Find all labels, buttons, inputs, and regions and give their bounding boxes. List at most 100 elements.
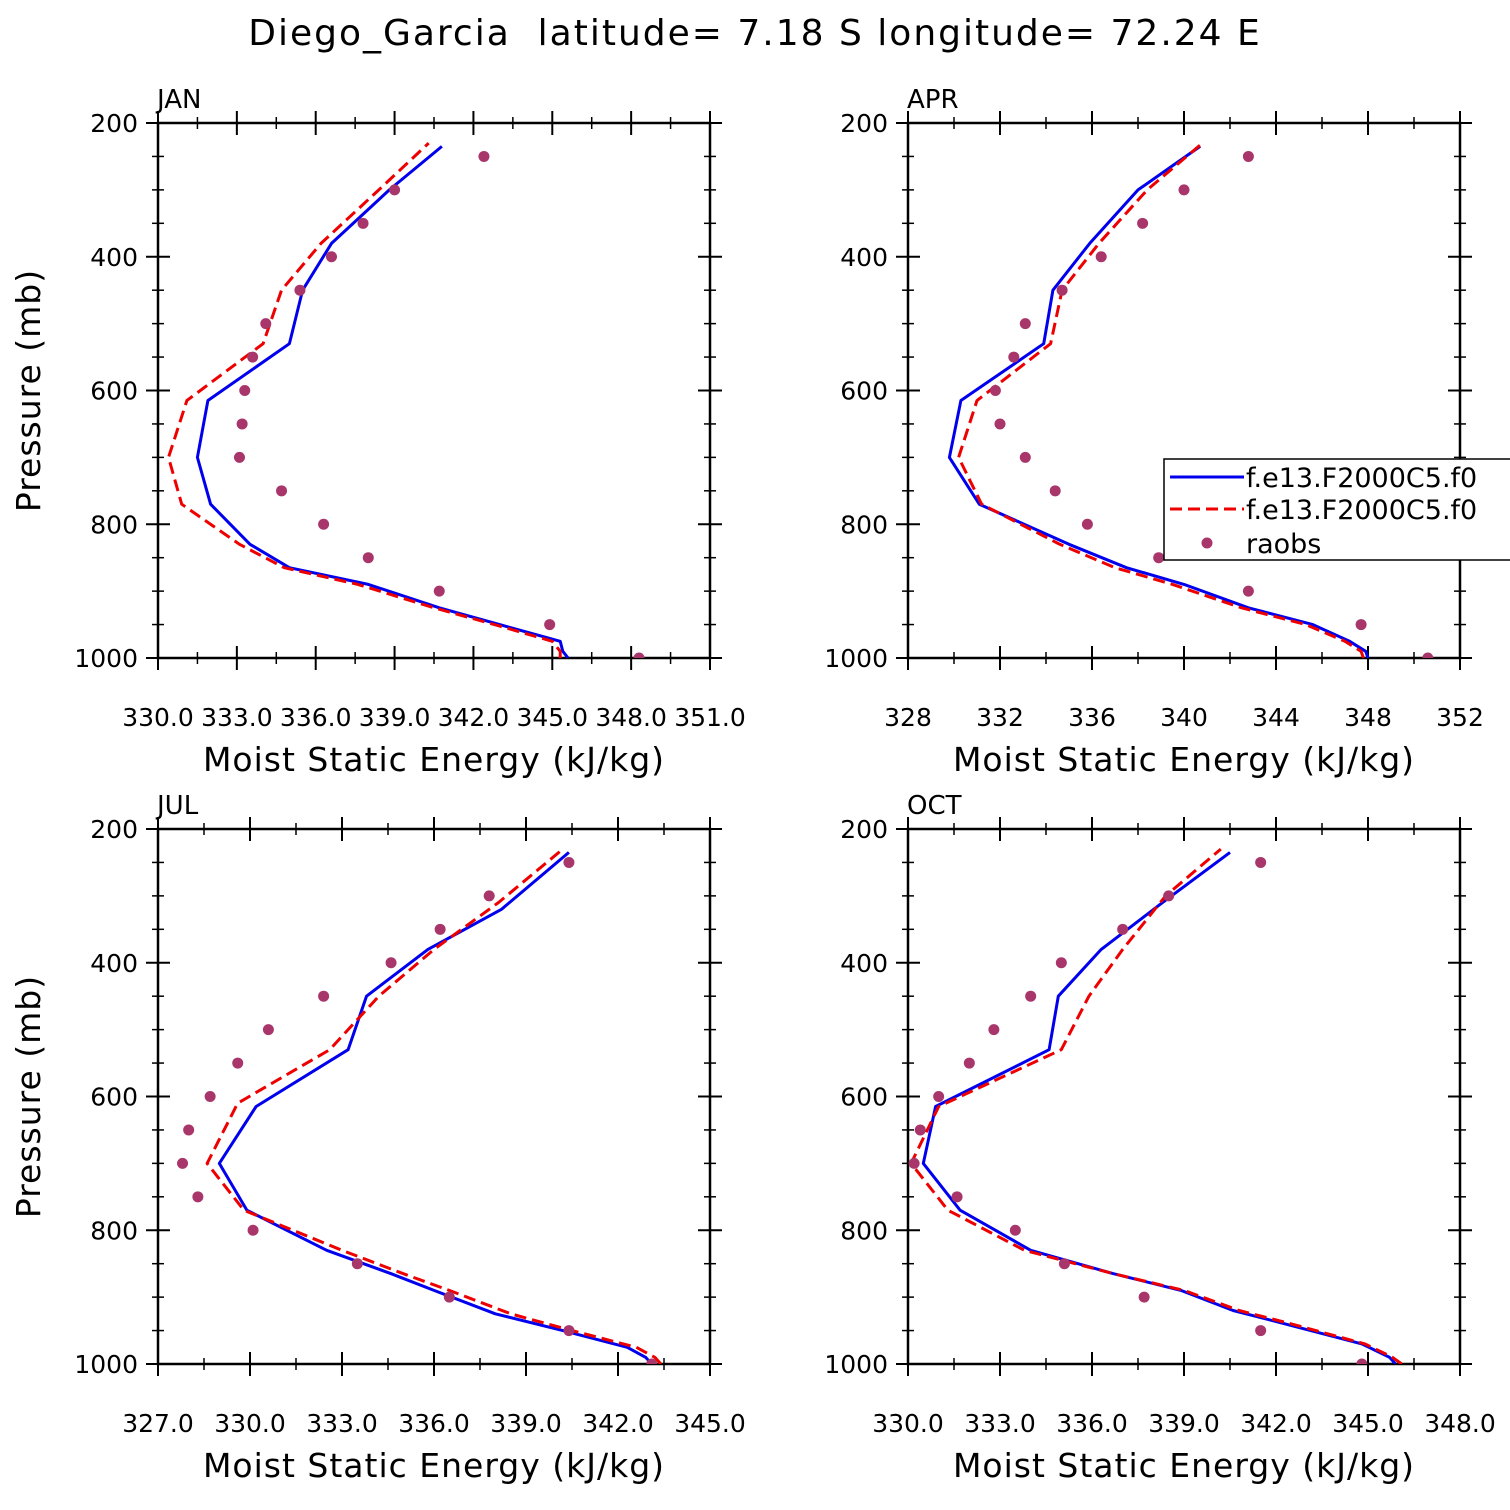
chart-title: Diego_Garcia latitude= 7.18 S longitude=…: [248, 13, 1262, 54]
x-tick-label: 330.0: [122, 703, 194, 732]
model2-line: [957, 141, 1365, 658]
y-tick-label: 1000: [824, 1350, 888, 1379]
raobs-point: [1242, 150, 1254, 162]
raobs-point: [544, 619, 556, 631]
raobs-point: [1058, 1258, 1070, 1270]
y-tick-label: 200: [840, 815, 888, 844]
y-tick-label: 600: [840, 377, 888, 406]
x-tick-label: 330.0: [214, 1409, 286, 1438]
raobs-point: [239, 385, 251, 396]
x-tick-label: 339.0: [1148, 1409, 1220, 1438]
model2-line: [167, 142, 562, 658]
x-tick-label: 351.0: [674, 703, 746, 732]
model1-line: [217, 851, 653, 1364]
raobs-point: [433, 585, 445, 597]
x-axis-label: Moist Static Energy (kJ/kg): [953, 1446, 1415, 1485]
raobs-point: [951, 1191, 963, 1203]
raobs-point: [325, 251, 337, 263]
raobs-point: [362, 552, 374, 564]
series-group: [947, 141, 1434, 658]
raobs-point: [233, 451, 245, 463]
x-tick-label: 336: [1068, 703, 1116, 732]
raobs-point: [908, 1157, 920, 1169]
y-tick-label: 600: [90, 1083, 138, 1112]
raobs-point: [236, 418, 248, 430]
y-tick-label: 800: [840, 1216, 888, 1245]
raobs-point: [1137, 217, 1149, 229]
raobs-point: [177, 1157, 189, 1169]
x-tick-label: 339.0: [359, 703, 431, 732]
raobs-point: [1055, 957, 1067, 969]
x-tick-label: 339.0: [490, 1409, 562, 1438]
raobs-point: [989, 385, 1001, 396]
y-tick-label: 400: [840, 949, 888, 978]
model1-line: [921, 851, 1397, 1364]
x-tick-label: 336.0: [398, 1409, 470, 1438]
y-tick-label: 600: [90, 377, 138, 406]
legend-marker-raobs: [1201, 537, 1213, 549]
x-tick-label: 327.0: [122, 1409, 194, 1438]
model1-line: [195, 145, 570, 658]
raobs-point: [1025, 990, 1037, 1002]
x-tick-label: 348: [1344, 703, 1392, 732]
raobs-point: [1255, 1325, 1267, 1337]
x-tick-label: 348.0: [1424, 1409, 1496, 1438]
raobs-point: [204, 1091, 216, 1102]
y-tick-label: 400: [90, 243, 138, 272]
y-tick-label: 800: [90, 1216, 138, 1245]
y-tick-label: 1000: [74, 644, 138, 673]
x-tick-label: 336.0: [280, 703, 352, 732]
legend-label-2: f.e13.F2000C5.f0: [1246, 495, 1477, 526]
x-tick-label: 348.0: [595, 703, 667, 732]
raobs-point: [443, 1291, 455, 1303]
raobs-point: [389, 184, 401, 196]
y-tick-label: 1000: [824, 644, 888, 673]
raobs-point: [183, 1124, 195, 1136]
raobs-point: [318, 990, 330, 1002]
raobs-point: [1081, 518, 1093, 530]
raobs-point: [1117, 923, 1129, 935]
raobs-point: [232, 1057, 244, 1069]
raobs-point: [914, 1124, 926, 1136]
y-tick-label: 400: [90, 949, 138, 978]
raobs-point: [294, 284, 306, 296]
x-tick-label: 336.0: [1056, 1409, 1128, 1438]
raobs-point: [434, 923, 446, 935]
y-tick-label: 400: [840, 243, 888, 272]
raobs-point: [1355, 619, 1367, 631]
raobs-point: [994, 418, 1006, 430]
raobs-point: [1153, 552, 1165, 564]
series-group: [908, 847, 1403, 1364]
x-tick-label: 345.0: [516, 703, 588, 732]
raobs-point: [385, 957, 397, 969]
x-tick-label: 333.0: [964, 1409, 1036, 1438]
raobs-point: [563, 1325, 575, 1337]
raobs-point: [260, 318, 272, 330]
y-axis-label: Pressure (mb): [9, 269, 48, 512]
y-tick-label: 800: [90, 510, 138, 539]
model2-line: [909, 847, 1403, 1364]
raobs-point: [351, 1258, 363, 1270]
x-axis-label: Moist Static Energy (kJ/kg): [953, 740, 1415, 779]
panel-month-label: OCT: [907, 791, 962, 821]
x-tick-label: 342.0: [1240, 1409, 1312, 1438]
raobs-point: [478, 150, 490, 162]
raobs-point: [1163, 890, 1175, 902]
raobs-point: [933, 1091, 945, 1102]
raobs-point: [988, 1024, 1000, 1036]
raobs-point: [192, 1191, 204, 1203]
x-tick-label: 340: [1160, 703, 1208, 732]
raobs-point: [646, 1358, 658, 1364]
raobs-point: [1019, 451, 1031, 463]
raobs-point: [1008, 351, 1020, 363]
raobs-point: [1056, 284, 1068, 296]
x-tick-label: 342.0: [582, 1409, 654, 1438]
x-tick-label: 344: [1252, 703, 1300, 732]
x-tick-label: 345.0: [674, 1409, 746, 1438]
panel-jan: 200 400 600 800 1000 330.0 333.0 336.0 339.0 342.…: [9, 85, 746, 779]
x-axis-label: Moist Static Energy (kJ/kg): [203, 740, 665, 779]
